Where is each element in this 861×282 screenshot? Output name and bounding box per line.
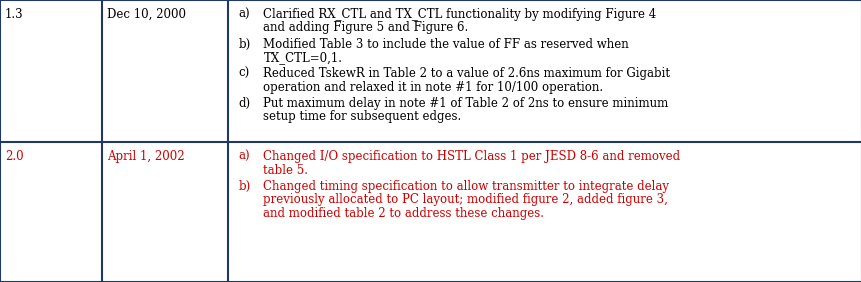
Text: c): c)	[238, 67, 250, 80]
Text: a): a)	[238, 150, 250, 163]
Text: Dec 10, 2000: Dec 10, 2000	[107, 8, 185, 21]
Text: operation and relaxed it in note #1 for 10/100 operation.: operation and relaxed it in note #1 for …	[263, 80, 603, 94]
Text: Put maximum delay in note #1 of Table 2 of 2ns to ensure minimum: Put maximum delay in note #1 of Table 2 …	[263, 96, 668, 109]
Text: Modified Table 3 to include the value of FF as reserved when: Modified Table 3 to include the value of…	[263, 38, 629, 50]
Text: TX_CTL=0,1.: TX_CTL=0,1.	[263, 51, 342, 64]
Text: d): d)	[238, 96, 251, 109]
Text: b): b)	[238, 180, 251, 193]
Text: Changed timing specification to allow transmitter to integrate delay: Changed timing specification to allow tr…	[263, 180, 669, 193]
Text: a): a)	[238, 8, 250, 21]
Text: 2.0: 2.0	[5, 150, 23, 163]
Text: Clarified RX_CTL and TX_CTL functionality by modifying Figure 4: Clarified RX_CTL and TX_CTL functionalit…	[263, 8, 656, 21]
Text: previously allocated to PC layout; modified figure 2, added figure 3,: previously allocated to PC layout; modif…	[263, 193, 667, 206]
Text: April 1, 2002: April 1, 2002	[107, 150, 184, 163]
Text: table 5.: table 5.	[263, 164, 308, 177]
Text: 1.3: 1.3	[5, 8, 23, 21]
Text: Changed I/O specification to HSTL Class 1 per JESD 8-6 and removed: Changed I/O specification to HSTL Class …	[263, 150, 680, 163]
Text: and modified table 2 to address these changes.: and modified table 2 to address these ch…	[263, 207, 544, 220]
Text: Reduced TskewR in Table 2 to a value of 2.6ns maximum for Gigabit: Reduced TskewR in Table 2 to a value of …	[263, 67, 670, 80]
Text: b): b)	[238, 38, 251, 50]
Text: and adding Figure 5 and Figure 6.: and adding Figure 5 and Figure 6.	[263, 21, 468, 34]
Text: setup time for subsequent edges.: setup time for subsequent edges.	[263, 110, 461, 123]
